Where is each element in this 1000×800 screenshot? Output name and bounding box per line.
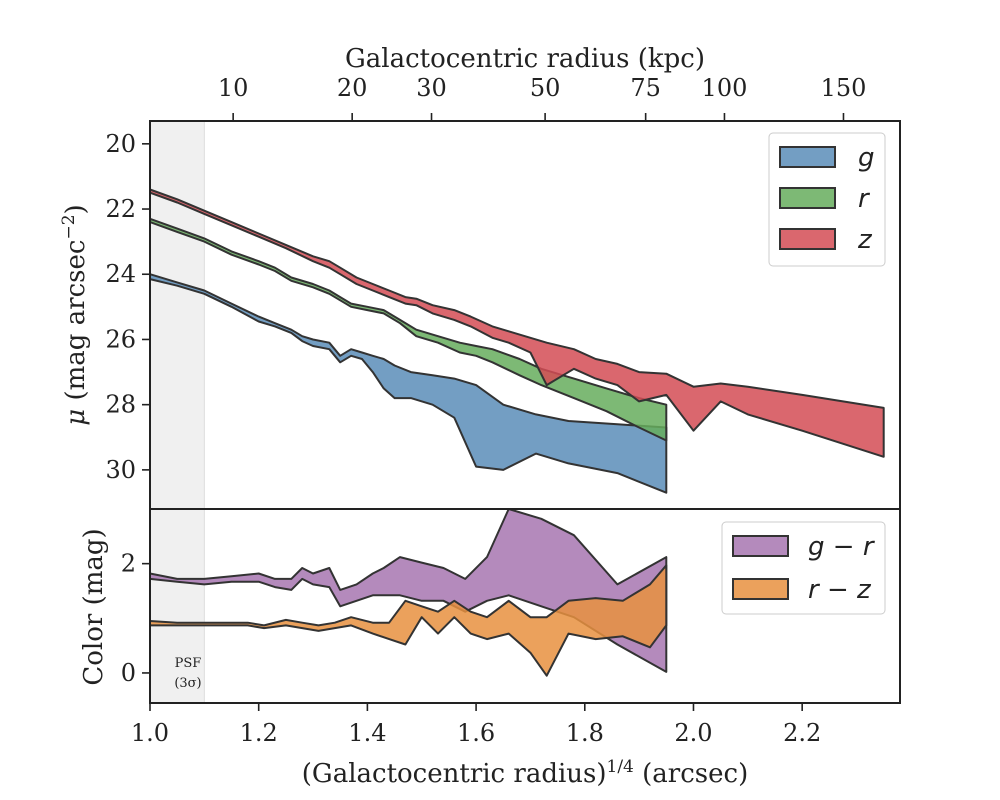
top-legend-item-swatch — [779, 146, 836, 168]
bottom-y-tick-label: 0 — [121, 659, 136, 687]
top-x-tick-label: 30 — [416, 74, 447, 102]
top-x-tick-label: 20 — [337, 74, 368, 102]
top-y-axis-label: μ (mag arcsec−2) — [59, 204, 91, 425]
top-y-tick-label: 20 — [105, 130, 136, 158]
top-legend: grz — [768, 132, 886, 267]
top-series-group — [149, 188, 885, 494]
bottom-y-axis-ticks: 02 — [121, 550, 150, 687]
top-legend-item-label: z — [857, 225, 873, 255]
series-g-minus-r-band — [149, 508, 668, 673]
top-legend-item-swatch — [779, 228, 836, 250]
bottom-legend-item-label: g − r — [808, 532, 876, 562]
bottom-x-tick-label: 2.2 — [783, 719, 821, 747]
top-panel: 20 22 24 26 28 30 10 20 30 50 75 100 150 Galactocen… — [59, 44, 901, 510]
top-y-tick-label: 24 — [105, 260, 136, 288]
bottom-panel: 02 1.0 1.2 1.4 1.6 1.8 2.0 2.2 PSF (3σ) Color … — [79, 508, 901, 789]
top-x-axis-label: Galactocentric radius (kpc) — [345, 44, 705, 74]
top-x-tick-label: 75 — [630, 74, 661, 102]
bottom-series-group — [149, 508, 668, 677]
psf-annotation-line2: (3σ) — [174, 676, 201, 691]
top-y-tick-label: 22 — [105, 195, 136, 223]
top-y-tick-label: 30 — [105, 456, 136, 484]
series-r-band — [149, 217, 668, 442]
top-x-tick-label: 150 — [821, 74, 867, 102]
bottom-legend: g − r r − z — [721, 521, 886, 615]
bottom-x-tick-label: 1.2 — [240, 719, 278, 747]
bottom-x-tick-label: 1.8 — [566, 719, 604, 747]
series-r-minus-z-band — [149, 564, 668, 677]
top-y-tick-label: 26 — [105, 325, 136, 353]
bottom-legend-item-label: r − z — [808, 575, 872, 605]
bottom-legend-item-swatch — [732, 578, 789, 600]
psf-shaded-region-top — [150, 121, 205, 509]
top-legend-item-label: g — [858, 143, 875, 173]
top-x-axis-ticks: 10 20 30 50 75 100 150 — [218, 74, 867, 121]
bottom-y-tick-label: 2 — [121, 550, 136, 578]
bottom-y-axis-label: Color (mag) — [79, 528, 109, 685]
bottom-x-tick-label: 1.4 — [348, 719, 386, 747]
top-y-axis-ticks: 20 22 24 26 28 30 — [105, 130, 150, 484]
series-g-band — [149, 273, 668, 494]
bottom-x-tick-label: 1.0 — [131, 719, 169, 747]
bottom-x-axis-label: (Galactocentric radius)1/4 (arcsec) — [302, 757, 748, 789]
bottom-panel-frame — [149, 508, 901, 704]
top-legend-item-label: r — [858, 184, 871, 214]
top-x-tick-label: 10 — [218, 74, 249, 102]
psf-shaded-region-bottom — [150, 509, 205, 703]
top-legend-item-swatch — [779, 187, 836, 209]
top-x-tick-label: 50 — [530, 74, 561, 102]
bottom-legend-item-swatch — [732, 535, 789, 557]
bottom-x-axis-ticks: 1.0 1.2 1.4 1.6 1.8 2.0 2.2 — [131, 703, 821, 747]
top-y-tick-label: 28 — [105, 391, 136, 419]
psf-annotation-line1: PSF — [175, 656, 202, 671]
bottom-x-tick-label: 2.0 — [674, 719, 712, 747]
bottom-x-tick-label: 1.6 — [457, 719, 495, 747]
top-x-tick-label: 100 — [702, 74, 748, 102]
series-z-band — [149, 188, 885, 458]
